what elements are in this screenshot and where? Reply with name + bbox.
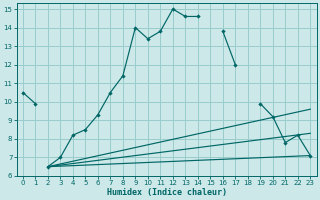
X-axis label: Humidex (Indice chaleur): Humidex (Indice chaleur)	[107, 188, 227, 197]
